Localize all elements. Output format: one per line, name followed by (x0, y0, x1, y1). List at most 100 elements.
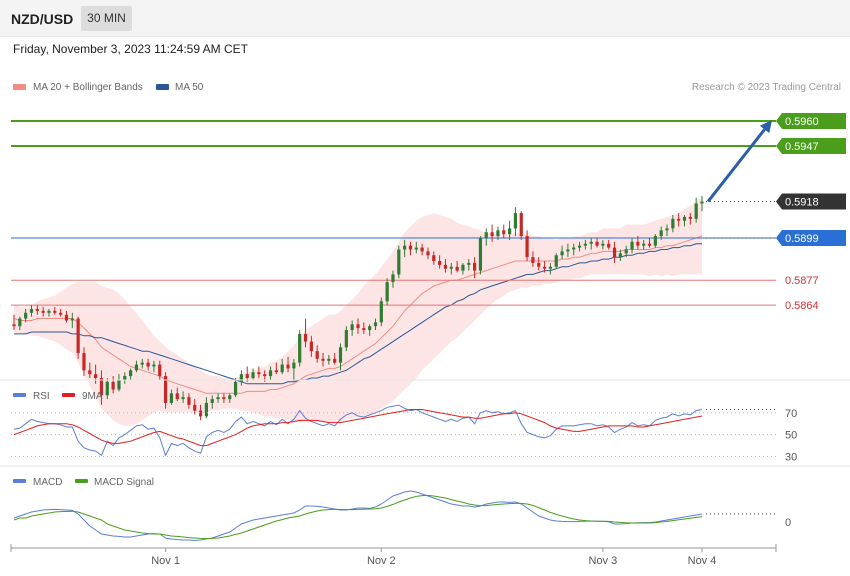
candle-body (146, 362, 150, 367)
research-credit: Research © 2023 Trading Central (692, 82, 841, 93)
legend-9ma-swatch (62, 393, 75, 397)
candle-body (368, 326, 372, 331)
legend-ma20-swatch (13, 84, 26, 90)
macd-tick-label: 0 (785, 517, 791, 529)
bollinger-band-area (14, 197, 702, 426)
level-label-support: 0.5864 (785, 300, 819, 312)
candle-body (496, 230, 500, 237)
candle-body (47, 310, 51, 313)
candle-body (455, 266, 459, 271)
candle-body (519, 213, 523, 237)
candle-body (12, 324, 16, 327)
rsi-tick-label: 70 (785, 408, 797, 420)
level-tag-pivot (776, 230, 846, 246)
legend-macd-swatch (13, 479, 26, 483)
candle-body (233, 381, 238, 396)
level-tag-current (776, 193, 846, 210)
level-label-pivot: 0.5899 (785, 233, 819, 245)
candle-body (169, 393, 174, 403)
candle-body (432, 255, 436, 262)
candle-body (338, 347, 343, 363)
candle-body (309, 341, 313, 352)
candle-body (105, 381, 109, 396)
candle-body (560, 251, 564, 256)
symbol-title: NZD/USD (11, 11, 74, 27)
candle-body (99, 378, 104, 396)
candle-body (700, 201, 704, 204)
candle-body (642, 243, 646, 246)
candle-body (18, 318, 22, 327)
candle-body (379, 301, 383, 323)
candle-body (391, 274, 395, 283)
candle-body (682, 216, 687, 221)
candle-body (175, 393, 179, 400)
candle-body (443, 264, 448, 269)
candle-body (298, 333, 302, 363)
candle-body (484, 232, 488, 238)
x-axis-ticks: Nov 1 Nov 2 Nov 3 Nov 4 (151, 548, 716, 567)
candle-body (228, 395, 232, 400)
candle-body (315, 351, 319, 359)
trend-arrow (706, 128, 766, 203)
candle-body (70, 318, 74, 321)
candle-body (24, 312, 28, 319)
candle-body (350, 324, 354, 331)
legend-macd-label: MACD (33, 477, 62, 488)
legend-ma50-swatch (156, 84, 169, 90)
macd-signal-line (13, 494, 703, 540)
candle-body (612, 247, 617, 258)
candle-body (53, 310, 57, 313)
rsi-panel: RSI 9MA 70 50 30 (11, 391, 797, 464)
candle-body (333, 358, 337, 363)
level-tag-resistance (776, 137, 846, 154)
candle-body (29, 308, 34, 313)
legend-macd-signal-label: MACD Signal (94, 477, 154, 488)
candle-body (426, 251, 430, 256)
candle-body (280, 364, 284, 373)
price-panel: MA 20 + Bollinger Bands MA 50 Research ©… (11, 82, 846, 426)
candle-body (577, 245, 582, 248)
candle-body (356, 324, 360, 329)
rsi-grid: 70 50 30 (11, 408, 797, 464)
candle-body (134, 364, 139, 371)
candle-body (408, 245, 413, 250)
candle-body (449, 266, 453, 269)
legend-rsi-label: RSI (33, 391, 50, 402)
candle-body (239, 374, 243, 382)
candle-body (694, 203, 698, 219)
candle-body (403, 245, 407, 250)
candle-body (671, 218, 675, 229)
macd-grid: 0 (706, 513, 791, 529)
candle-body (263, 374, 267, 377)
rsi-9ma-line (13, 409, 703, 447)
x-tick-label: Nov 1 (151, 555, 180, 567)
candle-body (618, 253, 622, 258)
chart-header: NZD/USD 30 MIN (0, 0, 850, 37)
legend-9ma-label: 9MA (82, 391, 103, 402)
candle-body (362, 328, 366, 331)
candle-body (111, 381, 115, 390)
legend-macd-signal-swatch (75, 479, 88, 483)
x-tick-label: Nov 4 (688, 555, 717, 567)
candle-body (566, 249, 570, 252)
chart-datetime: Friday, November 3, 2023 11:24:59 AM CET (13, 42, 249, 56)
level-tag-resistance (776, 113, 846, 130)
candle-body (321, 358, 325, 361)
candle-body (438, 261, 442, 265)
candle-body (624, 249, 628, 254)
candle-body (461, 264, 465, 271)
candle-body (210, 399, 214, 403)
candle-body (385, 282, 389, 302)
timeframe-button[interactable]: 30 MIN (81, 6, 132, 31)
candle-body (589, 241, 593, 244)
candle-body (572, 247, 576, 250)
candle-body (94, 374, 98, 378)
candle-body (490, 232, 494, 237)
candle-body (478, 238, 483, 271)
candle-body (525, 236, 529, 258)
rsi-tick-label: 50 (785, 430, 797, 442)
x-tick-label: Nov 3 (589, 555, 618, 567)
candle-body (607, 243, 611, 248)
candle-body (344, 330, 348, 348)
